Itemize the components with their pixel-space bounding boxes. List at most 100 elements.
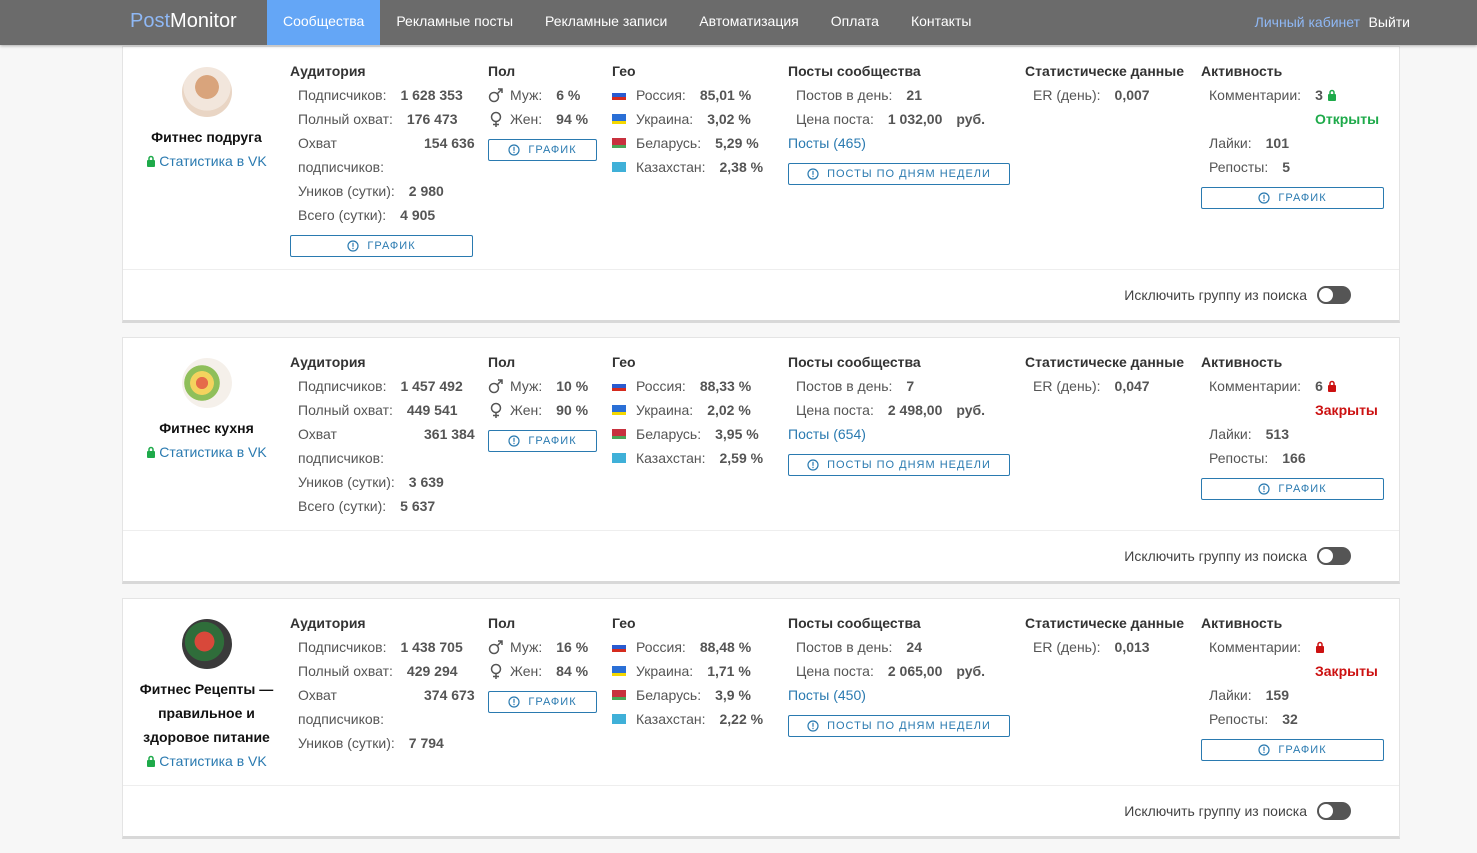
audience-column: Аудитория Подписчиков: 1 628 353 Полный охв… (290, 59, 488, 257)
posts-link[interactable]: Посты (654) (788, 426, 866, 442)
column-title: Статистическе данные (1025, 615, 1184, 631)
row-label: Беларусь: (636, 426, 702, 442)
row-value: 0,007 (1114, 87, 1150, 103)
stat-row: ER (день): 0,047 (1025, 374, 1201, 398)
brand-part: Monitor (170, 10, 237, 32)
row-value: руб. (956, 402, 986, 418)
vk-link[interactable]: Статистика в VK (146, 149, 267, 173)
brand[interactable]: PostMonitor (130, 10, 237, 33)
gender-column: Пол Муж: 10 % Жен: 90 % ГРАФИК (488, 350, 612, 518)
row-value: 429 294 (406, 663, 458, 679)
flag-stripe (612, 162, 626, 166)
account-link[interactable]: Личный кабинет (1254, 14, 1360, 30)
button-label: ГРАФИК (367, 240, 416, 252)
exclude-label: Исключить группу из поиска (1124, 803, 1307, 819)
geo-row: Украина: 1,71 % (612, 659, 788, 683)
chart-button[interactable]: ГРАФИК (1201, 187, 1384, 209)
row-value: 24 (906, 639, 922, 655)
exclude-toggle[interactable] (1317, 286, 1351, 304)
flag-stripe (612, 453, 626, 457)
row-label: Уников (сутки): (298, 183, 395, 199)
row-label: Россия: (636, 639, 686, 655)
vk-link[interactable]: Статистика в VK (146, 749, 267, 773)
comments-status: Открыты (1315, 111, 1380, 127)
column-title: Гео (612, 615, 636, 631)
row-label: ER (день): (1033, 87, 1101, 103)
row-value: 88,48 % (699, 639, 752, 655)
nav-item[interactable]: Оплата (830, 13, 879, 29)
chart-button[interactable]: ГРАФИК (1201, 739, 1384, 761)
row-value: 4 905 (400, 207, 436, 223)
chart-button[interactable]: ГРАФИК (1201, 478, 1384, 500)
nav-item[interactable]: Рекламные посты (396, 13, 514, 29)
info-icon (508, 696, 520, 708)
row-label: Жен: (510, 402, 543, 418)
flag (612, 405, 626, 415)
flag-stripe (612, 429, 626, 433)
exclude-toggle[interactable] (1317, 802, 1351, 820)
geo-row: Беларусь: 5,29 % (612, 131, 788, 155)
chart-button[interactable]: ГРАФИК (488, 139, 597, 161)
lock-icon (1327, 89, 1336, 101)
posts-link[interactable]: Посты (450) (788, 687, 866, 703)
chart-button[interactable]: ПОСТЫ ПО ДНЯМ НЕДЕЛИ (788, 454, 1010, 476)
stat-row: Всего (сутки): 4 905 (290, 203, 488, 227)
row-value: 2,38 % (719, 159, 764, 175)
row-value: 361 384 (424, 426, 475, 442)
info-icon (347, 240, 359, 252)
row-label: Репосты: (1209, 450, 1269, 466)
flag-stripe (612, 459, 626, 463)
row-label: Охват подписчиков: (298, 687, 384, 727)
flag-stripe (612, 168, 626, 172)
button-label: ГРАФИК (1278, 192, 1327, 204)
column-title: Гео (612, 354, 636, 370)
chart-button[interactable]: ГРАФИК (290, 235, 473, 257)
row-label: ER (день): (1033, 639, 1101, 655)
info-icon (1258, 483, 1270, 495)
chart-button[interactable]: ПОСТЫ ПО ДНЯМ НЕДЕЛИ (788, 163, 1010, 185)
stat-row: ER (день): 0,013 (1025, 635, 1201, 659)
row-label: Жен: (510, 663, 543, 679)
stat-row: Полный охват: 429 294 (290, 659, 488, 683)
nav-item[interactable]: Контакты (910, 13, 972, 29)
exclude-toggle[interactable] (1317, 547, 1351, 565)
avatar (181, 358, 232, 408)
stat-row: Полный охват: 449 541 (290, 398, 488, 422)
chart-button[interactable]: ПОСТЫ ПО ДНЯМ НЕДЕЛИ (788, 715, 1010, 737)
nav-item[interactable]: Рекламные записи (545, 13, 668, 29)
row-label: Цена поста: (796, 111, 874, 127)
logout-link[interactable]: Выйти (1368, 14, 1410, 30)
row-value: 101 (1265, 135, 1289, 151)
row-label: Комментарии: (1209, 639, 1302, 655)
row-value: 0,047 (1114, 378, 1150, 394)
flag (612, 714, 626, 724)
nav-item[interactable]: Сообщества (267, 0, 381, 45)
row-label: ER (день): (1033, 378, 1101, 394)
button-label: ГРАФИК (1278, 483, 1327, 495)
row-value: 3,95 % (715, 426, 759, 442)
stat-row: Цена поста: 2 498,00 руб. (788, 398, 1025, 422)
flag (612, 381, 626, 391)
audience-column: Аудитория Подписчиков: 1 438 705 Полный охв… (290, 611, 488, 773)
nav-item[interactable]: Автоматизация (699, 13, 799, 29)
row-label: Муж: (510, 378, 543, 394)
stats-column: Статистическе данные ER (день): 0,007 (1025, 59, 1201, 257)
row-value: 449 541 (406, 402, 458, 418)
chart-button[interactable]: ГРАФИК (488, 430, 597, 452)
vk-link[interactable]: Статистика в VK (146, 440, 267, 464)
posts-link[interactable]: Посты (465) (788, 135, 866, 151)
row-value: 2,59 % (719, 450, 764, 466)
flag-stripe (612, 666, 626, 670)
row-value: 3,02 % (707, 111, 751, 127)
column-title: Аудитория (290, 63, 366, 79)
flag-stripe (612, 669, 626, 673)
row-label: Репосты: (1209, 711, 1269, 727)
row-label: Цена поста: (796, 402, 874, 418)
geo-row: Казахстан: 2,59 % (612, 446, 788, 470)
geo-row: Украина: 3,02 % (612, 107, 788, 131)
row-label: Постов в день: (796, 87, 893, 103)
stat-row: Уников (сутки): 3 639 (290, 470, 488, 494)
comments-row: Комментарии: (1201, 635, 1391, 659)
flag-stripe (612, 90, 626, 94)
chart-button[interactable]: ГРАФИК (488, 691, 597, 713)
